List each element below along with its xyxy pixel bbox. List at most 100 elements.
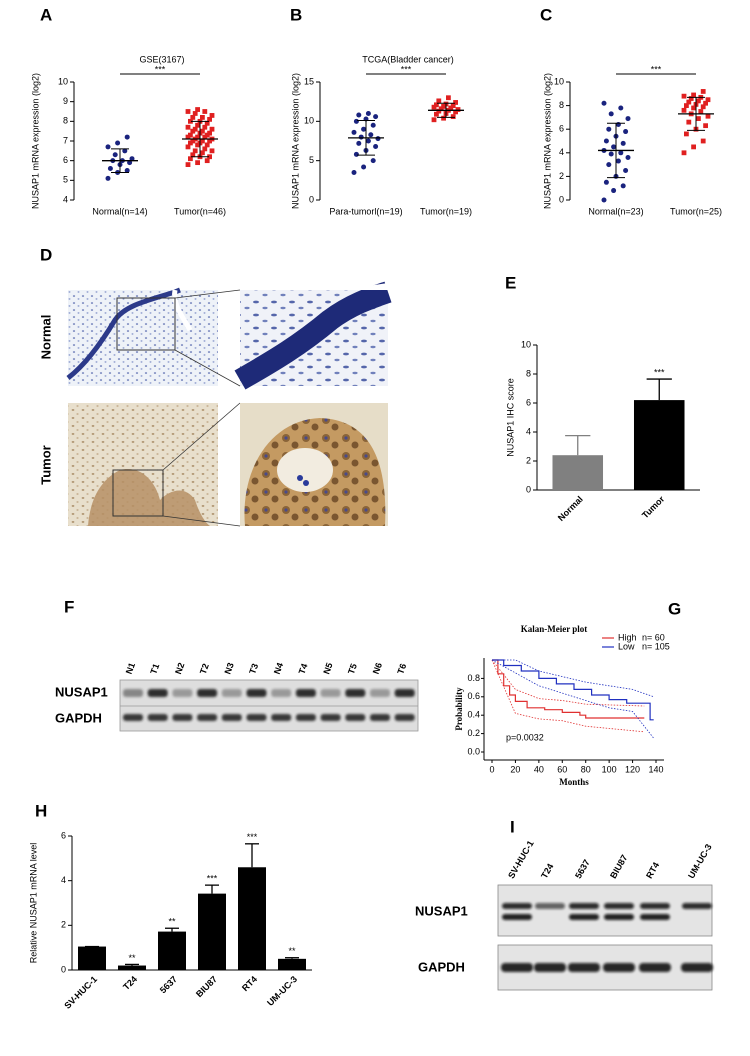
band [147, 689, 168, 697]
y-tick-label: 8 [526, 368, 531, 378]
confidence-band [492, 659, 654, 698]
y-tick-label: 0 [309, 194, 314, 204]
blot-membrane [119, 679, 419, 732]
band [172, 714, 193, 721]
data-point [705, 97, 711, 103]
data-point [115, 140, 121, 146]
annotation: p=0.0032 [506, 732, 544, 742]
lane-label: T3 [247, 662, 260, 675]
panel-letter: I [510, 817, 515, 836]
lane-label: T2 [198, 662, 211, 675]
data-point [684, 103, 689, 108]
band [172, 689, 193, 697]
lane-label: N3 [223, 661, 236, 675]
band [345, 714, 366, 721]
data-point [615, 121, 621, 127]
band [197, 714, 218, 721]
survival-curve [492, 659, 645, 719]
y-tick-label: 9 [63, 96, 68, 106]
data-point [192, 111, 198, 116]
panel-letter: E [505, 273, 516, 292]
data-point [200, 115, 205, 120]
data-point [620, 140, 626, 146]
data-point [112, 152, 118, 158]
blot-membrane [497, 884, 713, 937]
data-point [188, 132, 193, 138]
legend-count: n= 105 [642, 641, 670, 651]
band [370, 689, 390, 697]
band [394, 714, 415, 721]
data-point [190, 115, 196, 120]
data-point [209, 113, 215, 118]
data-point [209, 148, 215, 154]
data-point [603, 138, 609, 144]
x-category-label: Normal(n=23) [588, 206, 643, 216]
y-tick-label: 6 [63, 155, 68, 165]
bar [633, 400, 685, 490]
y-tick-label: 10 [58, 76, 68, 86]
x-tick-label: 140 [648, 764, 663, 774]
data-point [434, 102, 439, 108]
data-point [696, 98, 701, 104]
band [568, 963, 600, 972]
x-tick-label: 80 [581, 764, 591, 774]
confidence-band [491, 659, 645, 707]
data-point [698, 109, 704, 114]
y-tick-label: 2 [559, 171, 564, 181]
x-category-label: BIU87 [194, 974, 219, 999]
bar [278, 958, 306, 970]
x-tick-label: 40 [534, 764, 544, 774]
lane-label: N1 [124, 661, 137, 675]
band [502, 914, 532, 920]
lane-label: T5 [346, 662, 359, 675]
data-point [209, 126, 215, 132]
panel-letter: D [40, 245, 52, 264]
data-point [190, 138, 196, 144]
data-point [684, 131, 689, 137]
significance-label: ** [128, 953, 136, 963]
x-tick-label: 0 [489, 764, 494, 774]
data-point [703, 123, 708, 129]
data-point [200, 128, 205, 134]
data-point [185, 109, 191, 114]
data-point [606, 162, 612, 168]
lane-label: N4 [272, 661, 285, 675]
y-tick-label: 5 [63, 175, 68, 185]
data-point [691, 144, 696, 150]
y-tick-label: 0.8 [467, 673, 480, 683]
data-point [453, 100, 458, 105]
y-axis-label: Probability [454, 687, 464, 731]
legend-count: n= 60 [642, 632, 665, 642]
band [569, 914, 599, 920]
data-point [681, 93, 687, 99]
inset-line [174, 289, 241, 299]
band [394, 689, 415, 697]
bar [78, 946, 106, 970]
y-tick-label: 0 [526, 484, 531, 494]
y-tick-label: 15 [304, 76, 314, 86]
legend-label: Low [618, 641, 635, 651]
blot-panel: F NUSAP1 GAPDH N1 T1 N2 T2 N3 T3 N4 T4 N5 T5 N6 T6 [55, 597, 419, 732]
data-point [195, 122, 200, 128]
data-point [375, 136, 381, 142]
data-point [450, 103, 456, 108]
data-point [688, 96, 694, 101]
y-axis-label: NUSAP1 mRNA expression (log2) [30, 73, 40, 209]
band [221, 689, 242, 697]
y-tick-label: 10 [304, 116, 314, 126]
normal-image [68, 290, 218, 386]
data-point [601, 197, 607, 203]
lane-label: N5 [321, 661, 334, 675]
tumor-mass [88, 469, 210, 526]
blot-panel: I NUSAP1 GAPDH SV-HUC-1 T24 5637 BIU87 RT4 UM… [415, 817, 714, 991]
data-point [202, 146, 208, 152]
edge [340, 283, 388, 290]
lane-label: T4 [297, 662, 310, 675]
band [246, 714, 267, 721]
x-category-label: Tumor(n=46) [174, 206, 226, 216]
data-point [356, 112, 362, 118]
x-category-label: Para-tumorl(n=19) [329, 206, 402, 216]
x-category-label: RT4 [240, 974, 259, 993]
y-axis-label: NUSAP1 mRNA expression (log2) [542, 73, 552, 209]
y-axis-label: NUSAP1 mRNA expression (log2) [290, 73, 300, 209]
